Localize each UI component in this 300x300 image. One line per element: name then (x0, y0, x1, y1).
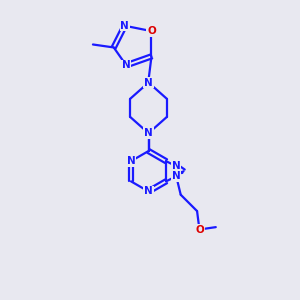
Text: N: N (144, 77, 153, 88)
Text: N: N (144, 128, 153, 138)
Text: N: N (127, 156, 135, 166)
Text: N: N (172, 161, 181, 171)
Text: O: O (147, 26, 156, 36)
Text: N: N (172, 171, 181, 181)
Text: N: N (122, 60, 130, 70)
Text: N: N (120, 21, 129, 31)
Text: O: O (195, 224, 204, 235)
Text: N: N (144, 187, 153, 196)
